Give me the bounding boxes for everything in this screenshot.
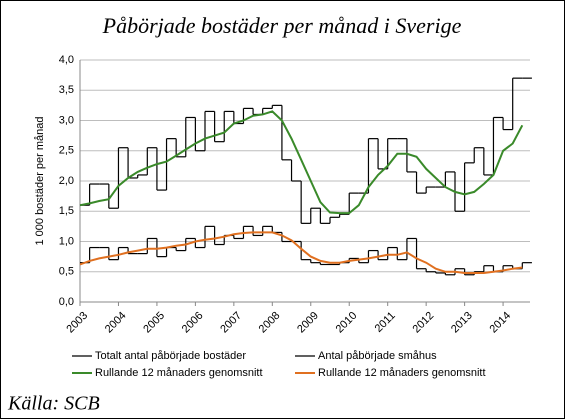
y-tick-label: 0,5: [59, 266, 74, 278]
y-tick-label: 1,5: [59, 205, 74, 217]
y-tick-label: 4,0: [59, 54, 74, 66]
y-axis-label: 1 000 bostäder per månad: [34, 116, 46, 245]
y-tick-label: 2,0: [59, 175, 74, 187]
legend-label: Antal påbörjade småhus: [318, 350, 437, 362]
y-tick-label: 2,5: [59, 145, 74, 157]
source: Källa: SCB: [7, 393, 100, 415]
legend-label: Rullande 12 månaders genomsnitt: [318, 367, 486, 379]
y-tick-label: 3,5: [59, 84, 74, 96]
legend-label: Rullande 12 månaders genomsnitt: [95, 367, 263, 379]
chart-title: Påbörjade bostäder per månad i Sverige: [102, 13, 462, 38]
y-tick-label: 0,0: [59, 296, 74, 308]
legend-label: Totalt antal påbörjade bostäder: [95, 350, 246, 362]
series-line: [79, 110, 524, 215]
y-tick-label: 3,0: [59, 114, 74, 126]
y-tick-label: 1,0: [59, 235, 74, 247]
series-line: [79, 231, 523, 274]
